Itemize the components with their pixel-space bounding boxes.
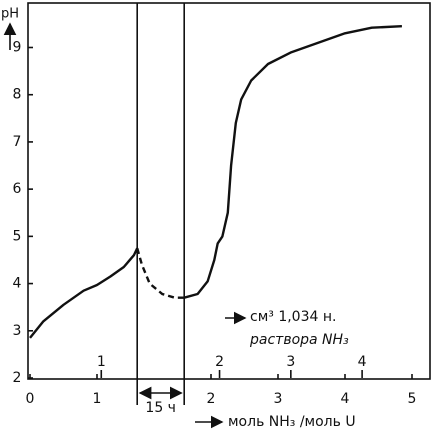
y-tick-label: 8 — [13, 87, 22, 103]
y-tick-label: 6 — [13, 181, 22, 197]
x2-tick-label: 2 — [215, 354, 224, 370]
x2-tick-label: 4 — [358, 354, 367, 370]
plot-frame — [27, 2, 431, 380]
x-tick-label: 1 — [93, 391, 102, 407]
x-tick-label: 2 — [207, 391, 216, 407]
x-tick-label: 3 — [274, 391, 283, 407]
y-tick-label: 7 — [13, 134, 22, 150]
gap-label: 15 ч — [145, 400, 176, 416]
annotation: раствора NH₃ — [249, 332, 349, 348]
y-tick-label: 9 — [13, 39, 22, 55]
x2-tick-label: 1 — [97, 354, 106, 370]
y-tick-label: 4 — [13, 276, 22, 292]
y-tick-label: 3 — [13, 323, 22, 339]
y-axis-label: pH — [1, 7, 19, 22]
ph-curve — [29, 25, 402, 339]
annotation: см³ 1,034 н. — [250, 309, 336, 325]
x-axis-label: моль NH₃ /моль U — [228, 414, 356, 430]
x-tick-label: 5 — [408, 391, 417, 407]
x-tick-label: 4 — [341, 391, 350, 407]
x2-tick-label: 3 — [286, 354, 295, 370]
x-tick-label: 0 — [26, 391, 35, 407]
gap-curve — [136, 247, 185, 299]
y-tick-label: 2 — [13, 370, 22, 386]
y-tick-label: 5 — [13, 228, 22, 244]
